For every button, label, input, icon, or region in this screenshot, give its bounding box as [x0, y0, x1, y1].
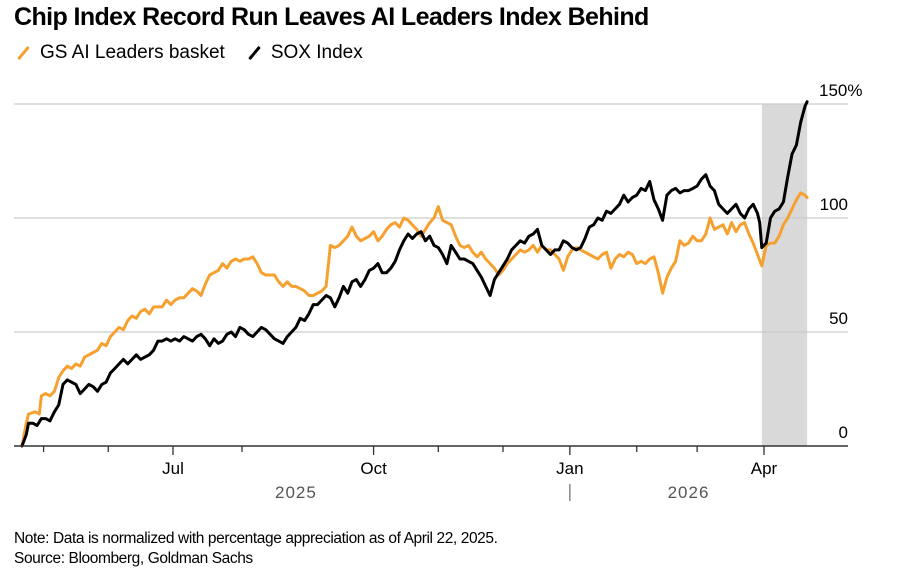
- series-line-gs-ai-leaders: [20, 191, 809, 448]
- year-label: 2026: [668, 483, 710, 502]
- legend-item-sox: SOX Index: [247, 42, 363, 64]
- legend: GS AI Leaders basket SOX Index: [16, 42, 385, 64]
- shaded-region: [761, 104, 808, 446]
- x-tick-label: Jul: [162, 459, 184, 478]
- x-tick-label: Jan: [556, 459, 583, 478]
- x-tick-label: Apr: [751, 459, 778, 478]
- legend-label: GS AI Leaders basket: [40, 42, 225, 63]
- y-tick-label: 50: [829, 309, 848, 328]
- y-tick-label: 100: [820, 195, 848, 214]
- legend-item-gs-ai-leaders: GS AI Leaders basket: [16, 42, 225, 64]
- note-text: Note: Data is normalized with percentage…: [14, 530, 498, 547]
- series-line-sox: [20, 100, 809, 448]
- year-label: 2025: [275, 483, 317, 502]
- source-text: Source: Bloomberg, Goldman Sachs: [14, 550, 253, 567]
- x-tick-label: Oct: [360, 459, 387, 478]
- footnote: Note: Data is normalized with percentage…: [14, 529, 498, 569]
- chart-title: Chip Index Record Run Leaves AI Leaders …: [14, 3, 649, 31]
- y-tick-label: 0: [839, 423, 848, 442]
- line-chart: 0 50 100 150% Jul Oct Jan Apr 2025 2026: [14, 81, 862, 502]
- legend-label: SOX Index: [270, 42, 363, 63]
- y-tick-label: 150%: [819, 81, 862, 100]
